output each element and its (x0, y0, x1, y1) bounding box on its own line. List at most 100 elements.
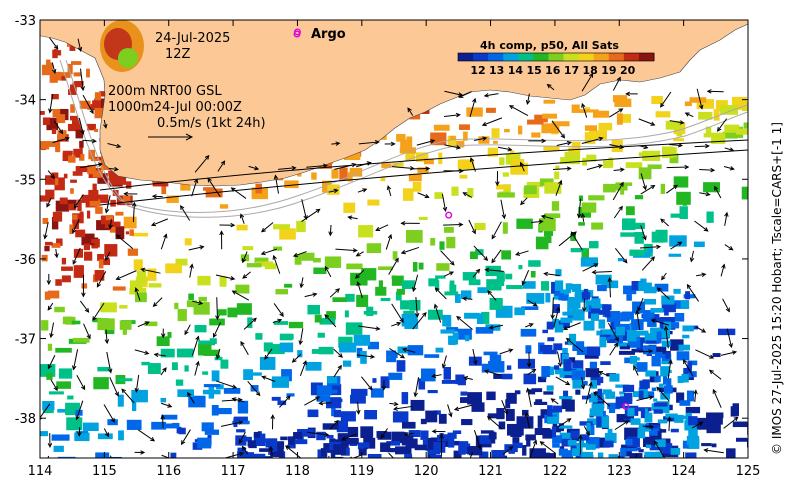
current-arrow (272, 319, 282, 324)
sst-pixel-block (521, 306, 539, 310)
sst-pixel-block (96, 220, 113, 231)
sst-pixel-block (288, 321, 304, 329)
current-arrow-head (483, 369, 489, 374)
current-arrow-head (484, 267, 490, 273)
sst-pixel-block (567, 308, 579, 313)
sst-pixel-block (464, 335, 470, 342)
sst-pixel-block (588, 131, 595, 144)
sst-pixel-block (635, 447, 641, 451)
sst-pixel-block (665, 413, 678, 418)
sst-pixel-block (589, 361, 598, 369)
current-arrow (417, 192, 429, 198)
sst-pixel-block (254, 257, 269, 263)
current-arrow-head (642, 185, 647, 191)
sst-pixel-block (688, 360, 698, 366)
sst-pixel-block (84, 251, 93, 261)
current-arrow (358, 141, 379, 145)
sst-pixel-block (408, 430, 421, 437)
current-arrow-head (380, 433, 385, 439)
current-arrow (699, 169, 715, 171)
sst-pixel-block (647, 321, 657, 327)
sst-pixel-block (406, 136, 413, 150)
sst-pixel-block (99, 91, 109, 97)
current-arrow (306, 164, 327, 168)
sst-pixel-block (87, 164, 96, 175)
sst-pixel-block (591, 403, 605, 411)
current-arrow-head (151, 194, 157, 199)
sst-pixel-block (722, 131, 738, 139)
sst-pixel-block (500, 279, 505, 287)
sst-pixel-block (653, 402, 668, 407)
current-arrow-head (104, 208, 110, 214)
current-arrow-head (585, 430, 590, 436)
credit-text: © IMOS 27-Jul-2025 15:20 Hobart; Tscale=… (770, 122, 784, 455)
current-arrow (207, 178, 221, 197)
sst-pixel-block (626, 329, 637, 342)
current-arrow-head (703, 227, 709, 232)
sst-pixel-block (404, 453, 413, 458)
sst-pixel-block (502, 222, 508, 234)
sst-pixel-block (326, 397, 342, 409)
sst-pixel-block (243, 436, 252, 442)
current-arrow-head (532, 439, 538, 445)
colorbar-swatch (593, 53, 610, 61)
current-arrow (555, 376, 570, 385)
sst-pixel-block (607, 402, 621, 410)
current-arrow-head (351, 162, 357, 168)
current-arrow-head (53, 44, 59, 50)
sst-pixel-block (626, 448, 638, 452)
sst-pixel-block (570, 233, 576, 241)
sst-pixel-block (129, 287, 147, 295)
current-arrow (416, 139, 435, 146)
sst-pixel-block (561, 450, 574, 458)
sst-pixel-block (326, 389, 338, 394)
current-arrow (657, 287, 670, 300)
sst-pixel-block (539, 218, 556, 232)
sst-pixel-block (552, 422, 558, 428)
current-arrow (388, 258, 399, 275)
current-arrow (720, 264, 725, 277)
current-arrow-head (255, 391, 261, 397)
current-arrow-head (550, 314, 555, 320)
sst-pixel-block (570, 248, 586, 253)
sst-pixel-block (562, 348, 568, 357)
sst-pixel-block (69, 41, 76, 51)
current-arrow (609, 343, 618, 356)
current-arrow-head (458, 168, 464, 174)
current-arrow (106, 351, 112, 373)
sst-pixel-block (638, 167, 652, 180)
sst-pixel-block (680, 415, 691, 420)
current-arrow-head (374, 140, 380, 145)
sst-pixel-block (506, 423, 524, 436)
sst-pixel-block (554, 171, 560, 180)
sst-pixel-block (514, 307, 525, 316)
current-arrow-head (472, 97, 477, 103)
sst-pixel-block (553, 425, 561, 433)
current-arrow (696, 273, 706, 277)
current-arrow-head (566, 166, 572, 171)
sst-pixel-block (706, 211, 714, 223)
sst-pixel-block (625, 438, 633, 446)
sst-pixel-block (446, 327, 459, 332)
current-arrow-head (728, 343, 733, 349)
sst-pixel-block (227, 307, 238, 318)
sst-pixel-block (607, 428, 613, 437)
current-arrow (443, 114, 460, 118)
sst-pixel-block (531, 388, 543, 393)
sst-pixel-block (394, 431, 407, 441)
sst-pixel-block (480, 430, 494, 434)
current-arrow (47, 355, 56, 369)
sst-pixel-block (171, 362, 178, 371)
sst-pixel-block (670, 213, 681, 218)
sst-pixel-block (87, 210, 91, 219)
sst-pixel-block (347, 437, 359, 445)
current-arrow-head (686, 283, 692, 289)
sst-pixel-block (40, 110, 45, 115)
sst-pixel-block (414, 444, 427, 451)
sst-pixel-block (381, 163, 392, 168)
sst-pixel-block (679, 400, 691, 406)
sst-pixel-block (42, 117, 50, 126)
sst-pixel-block (614, 98, 632, 107)
current-arrow-head (232, 384, 238, 389)
current-arrow (357, 401, 360, 414)
